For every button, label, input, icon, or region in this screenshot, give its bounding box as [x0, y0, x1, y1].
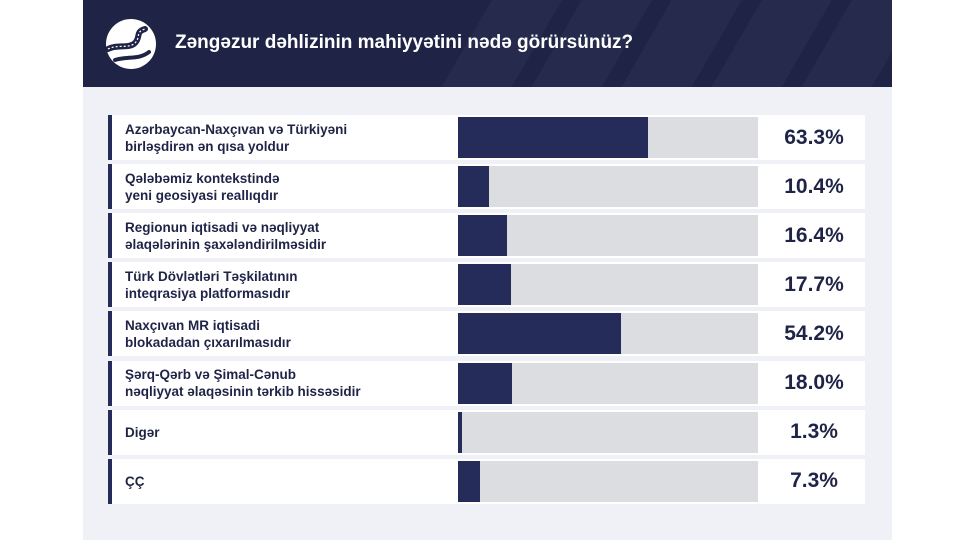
value-label: 17.7% — [784, 272, 844, 296]
bar-track — [458, 264, 758, 306]
category-label: Qələbəmiz kontekstində yeni geosiyasi rea… — [125, 164, 445, 209]
value-label: 7.3% — [790, 469, 838, 493]
bar-track — [458, 460, 758, 502]
bar-row: Naxçıvan MR iqtisadi blokadadan çıxarılma… — [108, 311, 865, 357]
bar-row: Qələbəmiz kontekstində yeni geosiyasi rea… — [108, 164, 865, 210]
category-label-line: nəqliyyat əlaqəsinin tərkib hissəsidir — [125, 384, 361, 399]
bar-row: ÇÇ 7.3% — [108, 458, 865, 504]
category-label-line: Digər — [125, 424, 160, 440]
bar — [458, 264, 512, 306]
category-label-line: Azərbaycan-Naxçıvan və Türkiyəni — [125, 121, 348, 137]
value-label: 54.2% — [784, 321, 844, 345]
bar-track — [458, 166, 758, 208]
bar — [458, 117, 648, 158]
category-label-line: blokadadan çıxarılmasıdır — [125, 334, 291, 350]
category-label: Digər — [125, 410, 445, 455]
category-label: Naxçıvan MR iqtisadi blokadadan çıxarılma… — [125, 311, 445, 356]
bar-row: Şərq-Qərb və Şimal-Cənub nəqliyyat əlaqəs… — [108, 360, 865, 406]
chart-card: Zəngəzur dəhlizinin mahiyyətini nədə gör… — [83, 0, 892, 540]
bar-row: Regionun iqtisadi və nəqliyyat əlaqələrin… — [108, 213, 865, 259]
value-label: 63.3% — [784, 125, 844, 149]
bar — [458, 215, 508, 257]
bar — [458, 362, 512, 404]
category-label: Azərbaycan-Naxçıvan və Türkiyəni birləşdi… — [125, 115, 445, 160]
category-label-line: Qələbəmiz kontekstində — [125, 170, 280, 186]
category-label: Şərq-Qərb və Şimal-Cənub nəqliyyat əlaqəs… — [125, 361, 445, 406]
bar-track — [458, 215, 758, 257]
value-label: 18.0% — [784, 371, 844, 394]
bar — [458, 411, 462, 453]
bar — [458, 166, 490, 208]
bar-track — [458, 313, 758, 355]
category-label-line: inteqrasiya platformasıdır — [125, 285, 291, 301]
category-label-line: Regionun iqtisadi və nəqliyyat — [125, 219, 320, 235]
chart-title: Zəngəzur dəhlizinin mahiyyətini nədə gör… — [175, 32, 634, 53]
value-label: 16.4% — [784, 223, 844, 247]
chart-header: Zəngəzur dəhlizinin mahiyyətini nədə gör… — [83, 0, 892, 87]
bar-rows: Azərbaycan-Naxçıvan və Türkiyəni birləşdi… — [83, 0, 892, 540]
category-label-line: yeni geosiyasi reallıqdır — [125, 187, 279, 203]
value-label: 1.3% — [790, 420, 838, 444]
category-label-line: Şərq-Qərb və Şimal-Cənub — [125, 367, 297, 382]
bar-track — [458, 117, 758, 158]
bar — [458, 460, 480, 502]
category-label-line: Türk Dövlətləri Təşkilatının — [125, 268, 298, 284]
category-label-line: birləşdirən ən qısa yoldur — [125, 138, 290, 154]
bar-row: Digər 1.3% — [108, 409, 865, 455]
category-label-line: Naxçıvan MR iqtisadi — [125, 317, 261, 333]
bar-row: Azərbaycan-Naxçıvan və Türkiyəni birləşdi… — [108, 115, 865, 160]
category-label-line: əlaqələrinin şaxələndirilməsidir — [125, 236, 327, 252]
winding-road-icon — [105, 19, 156, 69]
category-label-line: ÇÇ — [125, 473, 145, 489]
bar-row: Türk Dövlətləri Təşkilatının inteqrasiya … — [108, 262, 865, 308]
category-label: Türk Dövlətləri Təşkilatının inteqrasiya … — [125, 262, 445, 307]
value-label: 10.4% — [784, 174, 844, 198]
bar — [458, 313, 621, 355]
bar-track — [458, 362, 758, 404]
category-label: ÇÇ — [125, 459, 445, 504]
bar-track — [458, 411, 758, 453]
category-label: Regionun iqtisadi və nəqliyyat əlaqələrin… — [125, 213, 445, 258]
